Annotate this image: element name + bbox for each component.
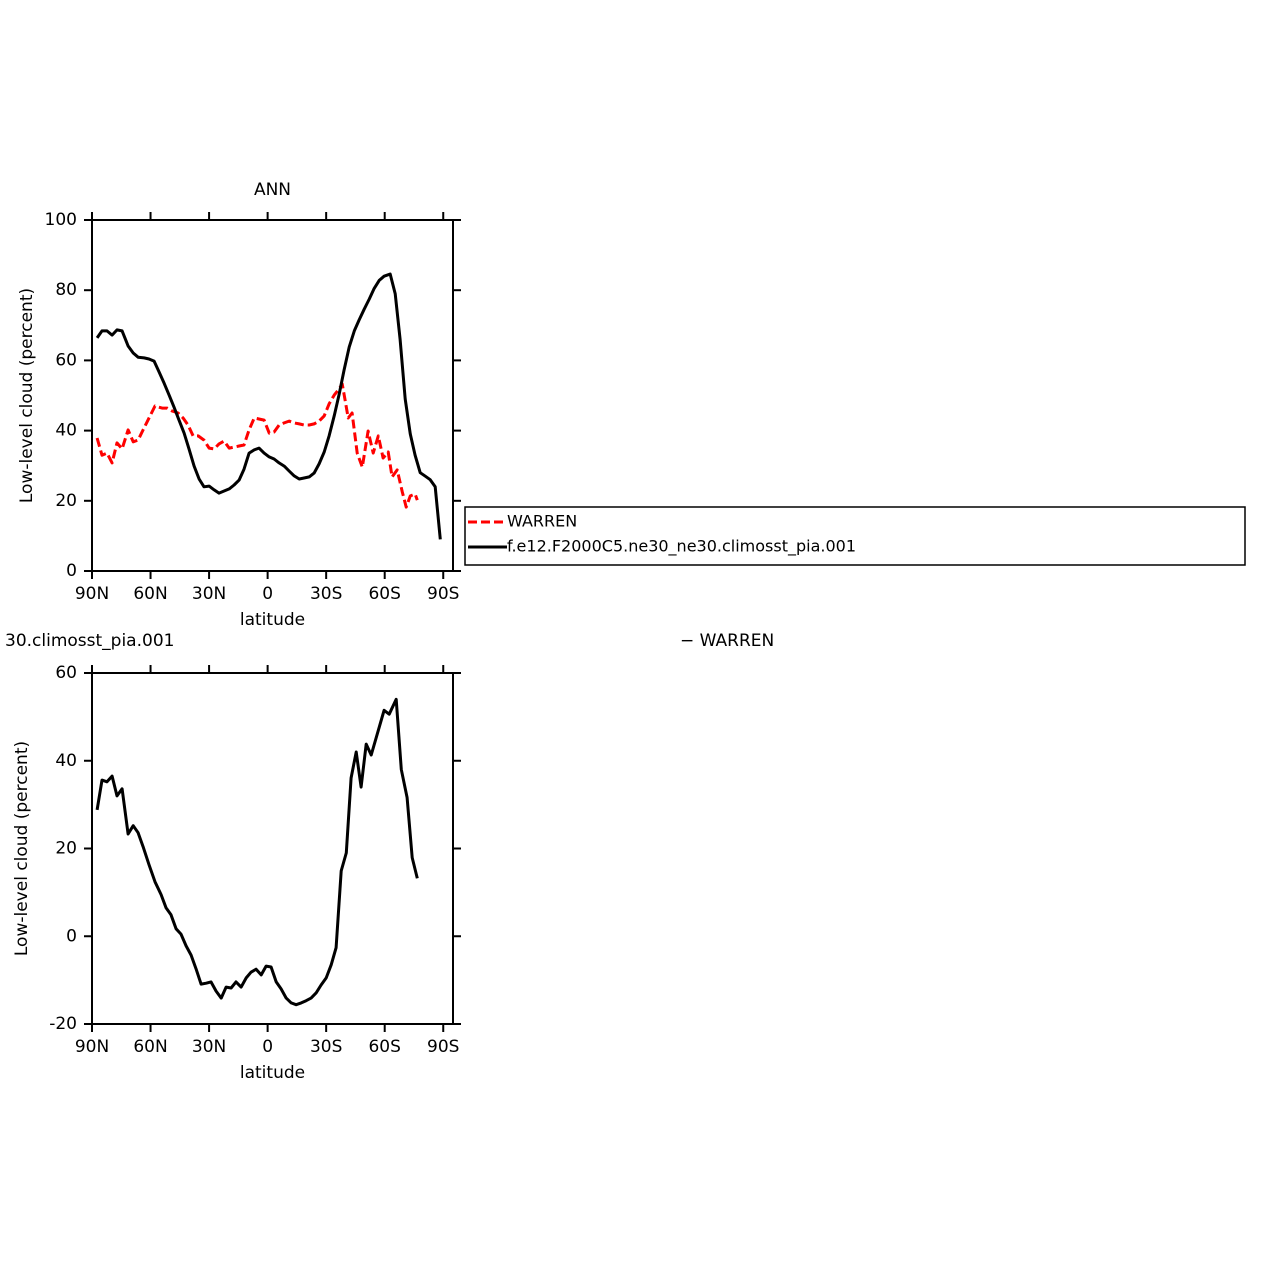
y-tick-label: 40	[55, 751, 77, 771]
chart-title: ANN	[254, 180, 291, 200]
x-tick-label: 30S	[310, 584, 342, 604]
x-axis-label: latitude	[240, 1063, 305, 1083]
y-tick-label: 100	[45, 210, 77, 230]
legend-frame	[464, 506, 1246, 566]
legend-label: WARREN	[507, 512, 577, 531]
x-tick-label: 60N	[133, 584, 167, 604]
series-line	[95, 697, 419, 1007]
series-line	[95, 382, 419, 509]
x-tick-label: 30N	[192, 1037, 226, 1057]
plot-frame	[91, 219, 454, 572]
x-tick-label: 60S	[368, 584, 400, 604]
x-tick-label: 30S	[310, 1037, 342, 1057]
y-tick-label: 0	[66, 926, 77, 946]
x-tick-label: 30N	[192, 584, 226, 604]
x-tick-label: 90N	[75, 1037, 109, 1057]
y-tick-label: 60	[55, 350, 77, 370]
y-tick-label: 60	[55, 663, 77, 683]
y-tick-label: 0	[66, 561, 77, 581]
x-tick-label: 0	[262, 584, 273, 604]
legend-label: f.e12.F2000C5.ne30_ne30.climosst_pia.001	[507, 537, 856, 557]
y-axis-label: Low-level cloud (percent)	[12, 741, 32, 956]
x-tick-label: 90S	[427, 1037, 459, 1057]
chart-title-left: 30.climosst_pia.001	[5, 631, 174, 651]
x-tick-label: 90S	[427, 584, 459, 604]
x-tick-label: 60S	[368, 1037, 400, 1057]
series-line	[95, 272, 442, 540]
x-tick-label: 60N	[133, 1037, 167, 1057]
y-tick-label: 20	[55, 839, 77, 859]
y-axis-label: Low-level cloud (percent)	[17, 288, 37, 503]
chart-title-right: − WARREN	[680, 631, 774, 651]
x-axis-label: latitude	[240, 610, 305, 630]
y-tick-label: 20	[55, 491, 77, 511]
y-tick-label: 40	[55, 421, 77, 441]
y-tick-label: 80	[55, 280, 77, 300]
x-tick-label: 90N	[75, 584, 109, 604]
x-tick-label: 0	[262, 1037, 273, 1057]
y-tick-label: -20	[49, 1014, 77, 1034]
